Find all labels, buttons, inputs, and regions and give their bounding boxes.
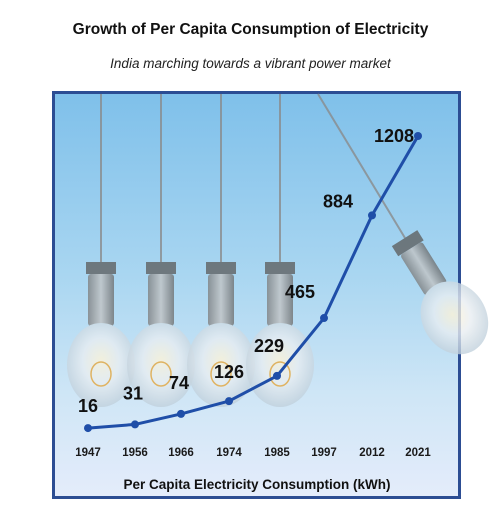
data-label-2012: 884 [323,191,353,211]
data-label-1974: 126 [214,362,244,382]
data-point-1966 [177,409,185,418]
light-bulb-icon [187,94,255,407]
x-tick-1966: 1966 [168,447,194,459]
hanging-bulbs [67,93,489,407]
x-tick-1974: 1974 [216,447,242,459]
chart-panel [52,91,461,499]
series-line [87,135,420,430]
data-point-1985 [273,371,281,380]
data-label-1947: 16 [78,396,98,416]
data-label-2021: 1208 [374,126,414,146]
light-bulb-icon [246,94,314,407]
x-tick-1985: 1985 [264,447,290,459]
x-tick-2021: 2021 [405,447,431,459]
data-point-1947 [84,424,92,433]
light-bulb-icon [127,94,195,407]
x-axis-title: Per Capita Electricity Consumption (kWh) [123,477,390,492]
x-tick-2012: 2012 [359,447,385,459]
data-point-2012 [368,211,376,220]
x-tick-1997: 1997 [311,447,337,459]
plot-area: 16 31 74 126 229 465 884 1208 1947 1956 1966 1974 19… [75,126,431,492]
light-bulb-icon [317,93,489,355]
chart-title: Growth of Per Capita Consumption of Elec… [72,21,429,38]
light-bulb-icon [67,94,135,407]
x-tick-1956: 1956 [122,447,148,459]
chart-subtitle: India marching towards a vibrant power m… [110,56,391,71]
data-point-2021 [414,132,422,140]
data-point-1974 [225,397,233,406]
x-tick-1947: 1947 [75,447,101,459]
data-label-1956: 31 [123,383,143,403]
data-label-1997: 465 [285,282,315,302]
data-point-1956 [131,420,139,429]
data-label-1985: 229 [254,336,284,356]
data-point-1997 [320,314,328,323]
data-label-1966: 74 [169,373,189,393]
